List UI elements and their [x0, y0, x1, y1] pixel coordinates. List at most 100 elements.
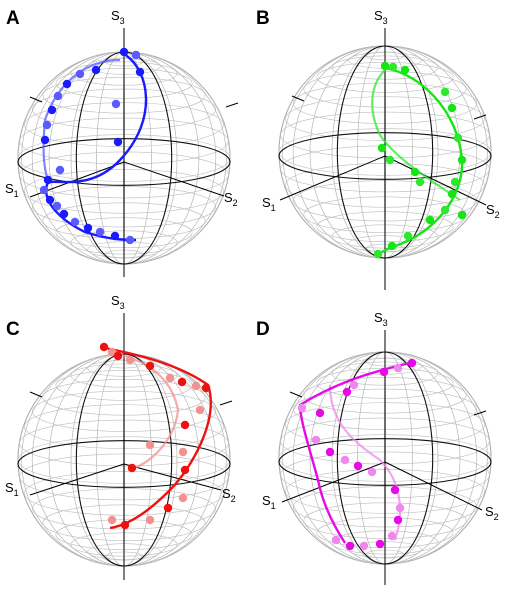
- axis-tick-line: [29, 391, 43, 398]
- trajectory-d: [297, 358, 417, 551]
- axis-s2-line: [384, 155, 487, 206]
- data-point: [40, 135, 50, 145]
- data-point: [403, 231, 413, 241]
- fit-curve-secondary: [328, 384, 402, 541]
- data-point: [359, 541, 369, 551]
- axis-s2-line: [123, 161, 225, 197]
- data-point: [42, 120, 52, 130]
- data-point: [388, 62, 398, 72]
- data-point: [111, 99, 121, 109]
- data-point: [70, 217, 80, 227]
- axis-s1-line: [279, 155, 386, 201]
- trajectory-a: [39, 47, 148, 245]
- data-point: [163, 503, 173, 513]
- data-point: [99, 342, 109, 352]
- axis-tick-line: [219, 400, 233, 406]
- data-point: [95, 227, 105, 237]
- data-point: [107, 515, 117, 525]
- data-point: [457, 155, 467, 165]
- axis-label-s3-b: S3: [374, 8, 388, 26]
- data-point: [195, 405, 205, 415]
- axis-label-s1-b: S1: [262, 195, 276, 213]
- data-point: [393, 363, 403, 373]
- data-point: [453, 133, 463, 143]
- data-point: [52, 201, 62, 211]
- data-point: [145, 361, 155, 371]
- data-point: [450, 177, 460, 187]
- axis-label-s3-c: S3: [111, 293, 125, 311]
- data-point: [180, 420, 190, 430]
- panel-c: C S3 S1 S2: [5, 293, 236, 580]
- axis-s2-line: [123, 463, 222, 491]
- data-point: [297, 403, 307, 413]
- data-point: [145, 440, 155, 450]
- panel-letter-d: D: [256, 319, 270, 340]
- data-point: [380, 61, 390, 71]
- data-point: [387, 241, 397, 251]
- data-point: [407, 358, 417, 368]
- data-point: [43, 175, 53, 185]
- data-point: [191, 381, 201, 391]
- axis-label-s1-a: S1: [5, 181, 19, 199]
- data-point: [178, 493, 188, 503]
- data-point: [395, 503, 405, 513]
- data-point: [45, 195, 55, 205]
- data-point: [425, 215, 435, 225]
- data-point: [127, 463, 137, 473]
- data-point: [177, 377, 187, 387]
- axis-s1-line: [29, 463, 125, 496]
- data-point: [393, 515, 403, 525]
- poincare-sphere-d: [278, 330, 492, 585]
- data-point: [125, 235, 135, 245]
- fit-curve-secondary: [371, 69, 461, 201]
- data-point: [377, 143, 387, 153]
- data-point: [340, 455, 350, 465]
- fit-curve-primary: [298, 361, 411, 544]
- data-point: [180, 465, 190, 475]
- data-point: [315, 408, 325, 418]
- data-point: [113, 137, 123, 147]
- poincare-sphere-b: [278, 28, 492, 290]
- panel-letter-a: A: [6, 8, 20, 29]
- axis-label-s2-d: S2: [485, 504, 499, 522]
- panel-d: D S3 S1 S2: [256, 310, 499, 585]
- data-point: [373, 249, 383, 259]
- data-point: [107, 347, 117, 357]
- data-point: [440, 205, 450, 215]
- data-point: [55, 165, 65, 175]
- data-point: [345, 541, 355, 551]
- axis-label-s1-c: S1: [5, 480, 19, 498]
- fit-curve-primary: [45, 52, 148, 242]
- axis-s1-line: [281, 461, 386, 503]
- data-point: [387, 531, 397, 541]
- panel-letter-b: B: [256, 8, 270, 29]
- data-point: [53, 91, 63, 101]
- axis-tick-line: [29, 96, 43, 103]
- data-point: [447, 103, 457, 113]
- data-point: [457, 210, 467, 220]
- axis-s2-line: [384, 461, 483, 511]
- data-point: [75, 69, 85, 79]
- trajectory-c: [99, 342, 212, 530]
- data-point: [415, 177, 425, 187]
- trajectory-b: [371, 61, 467, 259]
- data-point: [349, 380, 359, 390]
- data-point: [367, 467, 377, 477]
- axis-label-s2-c: S2: [222, 486, 236, 504]
- poincare-sphere-c: [17, 313, 233, 580]
- panel-letter-c: C: [6, 319, 20, 340]
- data-point: [331, 535, 341, 545]
- data-point: [110, 231, 120, 241]
- axis-label-s3-d: S3: [374, 310, 388, 328]
- data-point: [135, 67, 145, 77]
- data-point: [47, 105, 57, 115]
- axis-tick-line: [225, 102, 239, 108]
- data-point: [201, 383, 211, 393]
- data-point: [447, 189, 457, 199]
- data-point: [325, 447, 335, 457]
- data-point: [125, 355, 135, 365]
- axis-label-s1-d: S1: [262, 493, 276, 511]
- axis-tick-line: [473, 114, 487, 120]
- data-point: [379, 367, 389, 377]
